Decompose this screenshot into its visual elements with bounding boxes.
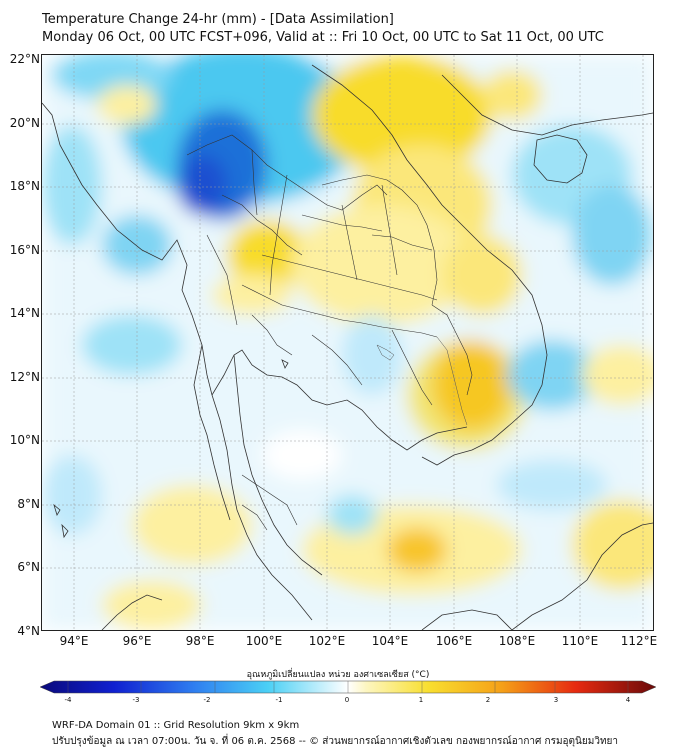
lat-label-8n: 8°N (17, 497, 40, 511)
map-subtitle: Monday 06 Oct, 00 UTC FCST+096, Valid at… (42, 30, 604, 45)
lat-label-4n: 4°N (17, 624, 40, 638)
lon-label-106e: 106°E (435, 634, 473, 648)
lat-label-20n: 20°N (9, 116, 40, 130)
lat-label-16n: 16°N (9, 243, 40, 257)
lat-label-10n: 10°N (9, 433, 40, 447)
temperature-field (42, 55, 653, 630)
lat-label-14n: 14°N (9, 306, 40, 320)
lon-label-94e: 94°E (59, 634, 89, 648)
footer-update-info: ปรับปรุงข้อมูล ณ เวลา 07:00น. วัน จ. ที่… (52, 736, 619, 747)
lat-label-12n: 12°N (9, 370, 40, 384)
colorbar (40, 680, 656, 694)
lon-label-102e: 102°E (308, 634, 346, 648)
colorbar-tick-3: 3 (553, 696, 559, 704)
colorbar-label: อุณหภูมิเปลี่ยนแปลง หน่วย องศาเซลเซียส (… (246, 670, 430, 680)
lat-label-22n: 22°N (9, 52, 40, 66)
colorbar-tick--4: -4 (64, 696, 72, 704)
coastlines-borders (42, 64, 653, 630)
colorbar-tick-0: 0 (344, 696, 350, 704)
lon-label-96e: 96°E (122, 634, 152, 648)
colorbar-tick--3: -3 (132, 696, 140, 704)
colorbar-tick-4: 4 (625, 696, 631, 704)
map-title: Temperature Change 24-hr (mm) - [Data As… (42, 12, 394, 27)
lon-label-112e: 112°E (620, 634, 658, 648)
rivers (376, 336, 468, 426)
footer-model-info: WRF-DA Domain 01 :: Grid Resolution 9km … (52, 720, 300, 731)
lon-label-104e: 104°E (371, 634, 409, 648)
provincial-borders (186, 134, 473, 531)
lat-label-6n: 6°N (17, 560, 40, 574)
lat-label-18n: 18°N (9, 179, 40, 193)
colorbar-ticks (67, 681, 629, 693)
lon-label-98e: 98°E (185, 634, 215, 648)
colorbar-tick-2: 2 (485, 696, 491, 704)
colorbar-tick--2: -2 (203, 696, 211, 704)
lon-label-108e: 108°E (498, 634, 536, 648)
colorbar-tick--1: -1 (275, 696, 283, 704)
map-canvas (42, 55, 653, 630)
colorbar-tick-1: 1 (418, 696, 424, 704)
lon-label-100e: 100°E (245, 634, 283, 648)
lon-label-110e: 110°E (561, 634, 599, 648)
temperature-change-map (41, 54, 654, 631)
